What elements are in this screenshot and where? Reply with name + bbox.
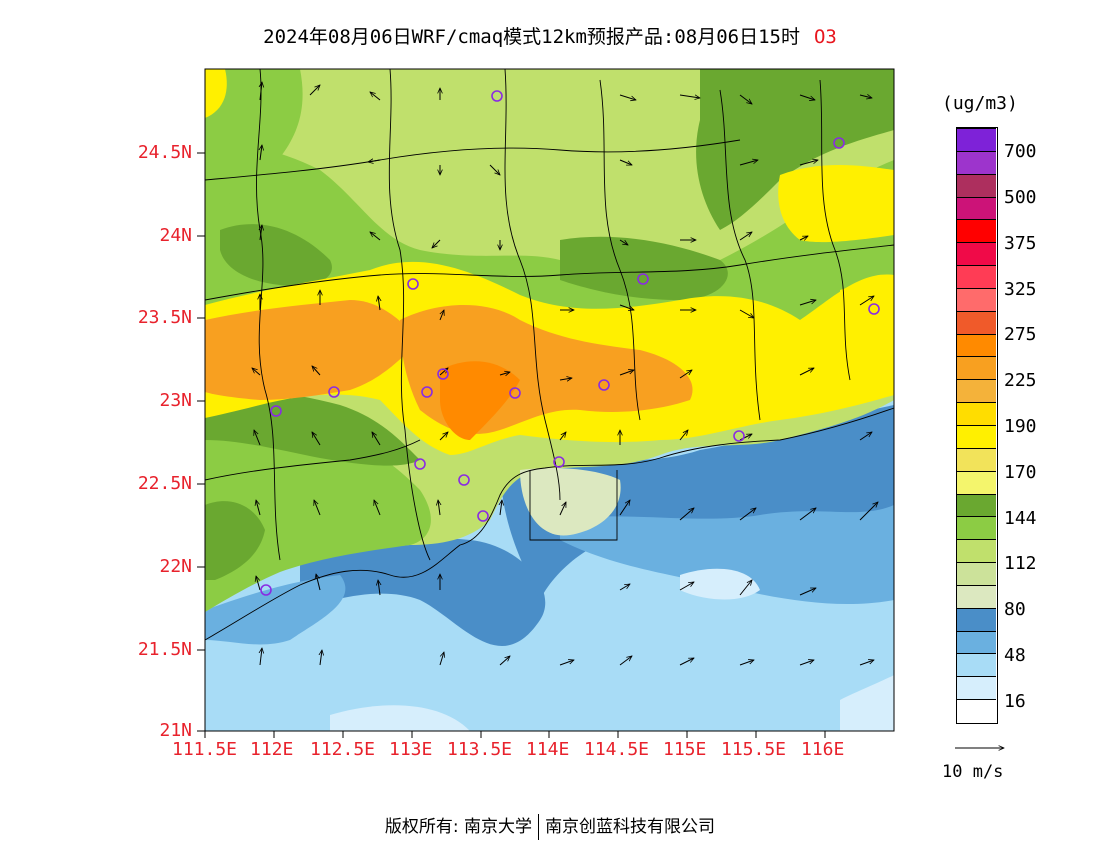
colorbar-swatch [957, 699, 996, 722]
colorbar-swatch [957, 379, 996, 403]
city-markers [260, 90, 880, 596]
colorbar-units: (ug/m3) [942, 93, 1018, 114]
colorbar-swatch [957, 150, 996, 174]
colorbar-swatch [957, 173, 996, 197]
lon-tick-label: 112.5E [310, 739, 376, 760]
chart-title: 2024年08月06日WRF/cmaq模式12km预报产品:08月06日15时 O… [0, 22, 1100, 49]
lon-tick-label: 113E [389, 739, 433, 760]
colorbar-swatch [957, 653, 996, 677]
lon-tick-label: 113.5E [447, 739, 513, 760]
colorbar-swatch [957, 196, 996, 220]
colorbar-swatch [957, 676, 996, 700]
colorbar-swatch [957, 630, 996, 654]
lat-tick-label: 23.5N [137, 307, 192, 328]
lat-tick-label: 24N [159, 225, 192, 246]
colorbar-label: 112 [1004, 553, 1037, 574]
colorbar-swatch [957, 539, 996, 563]
colorbar-label: 190 [1004, 416, 1037, 437]
colorbar-label: 275 [1004, 324, 1037, 345]
lon-tick-label: 115.5E [721, 739, 787, 760]
colorbar-swatch [957, 287, 996, 311]
colorbar-swatch [957, 470, 996, 494]
colorbar-swatch [957, 310, 996, 334]
pollutant-label: O3 [813, 26, 837, 48]
copyright: 版权所有: 南京大学 南京创蓝科技有限公司 [0, 812, 1100, 840]
lat-tick-label: 23N [159, 390, 192, 411]
lon-tick-label: 114E [526, 739, 570, 760]
colorbar-swatch [957, 265, 996, 288]
lon-tick-label: 114.5E [584, 739, 650, 760]
colorbar-swatch [957, 607, 996, 631]
colorbar-swatch [957, 562, 996, 585]
colorbar-frame [956, 127, 998, 724]
colorbar-swatch [957, 333, 996, 357]
colorbar-swatch [957, 128, 996, 151]
colorbar-label: 80 [1004, 599, 1026, 620]
colorbar-label: 48 [1004, 645, 1026, 666]
colorbar-label: 16 [1004, 691, 1026, 712]
colorbar-label: 325 [1004, 279, 1037, 300]
copyright-divider [538, 814, 540, 840]
copyright-right: 南京创蓝科技有限公司 [545, 817, 716, 837]
title-text: 2024年08月06日WRF/cmaq模式12km预报产品:08月06日15时 [263, 26, 800, 48]
colorbar-swatch [957, 584, 996, 608]
colorbar-swatch [957, 242, 996, 266]
reference-wind-label: 10 m/s [942, 762, 1004, 782]
colorbar-swatch [957, 516, 996, 540]
colorbar-swatch [957, 402, 996, 425]
colorbar-swatch [957, 493, 996, 517]
lon-tick-label: 115E [663, 739, 707, 760]
ozone-field [205, 69, 894, 731]
colorbar-label: 500 [1004, 187, 1037, 208]
copyright-left: 版权所有: 南京大学 [384, 817, 533, 837]
lat-tick-label: 22N [159, 556, 192, 577]
wind-vectors [252, 82, 878, 666]
colorbar-swatch [957, 219, 996, 243]
lon-tick-label: 116E [801, 739, 845, 760]
colorbar-label: 144 [1004, 508, 1037, 529]
axis-ticks [197, 152, 826, 738]
lat-tick-label: 24.5N [137, 142, 192, 163]
colorbar-label: 225 [1004, 370, 1037, 391]
lat-tick-label: 21N [159, 720, 192, 741]
colorbar-swatch [957, 356, 996, 380]
colorbar-swatch [957, 425, 996, 448]
lat-tick-label: 21.5N [137, 639, 192, 660]
colorbar-label: 700 [1004, 141, 1037, 162]
colorbar-swatch [957, 447, 996, 471]
colorbar-label: 170 [1004, 462, 1037, 483]
lon-tick-label: 112E [250, 739, 294, 760]
lat-tick-label: 22.5N [137, 473, 192, 494]
lon-tick-label: 111.5E [172, 739, 238, 760]
colorbar-label: 375 [1004, 233, 1037, 254]
